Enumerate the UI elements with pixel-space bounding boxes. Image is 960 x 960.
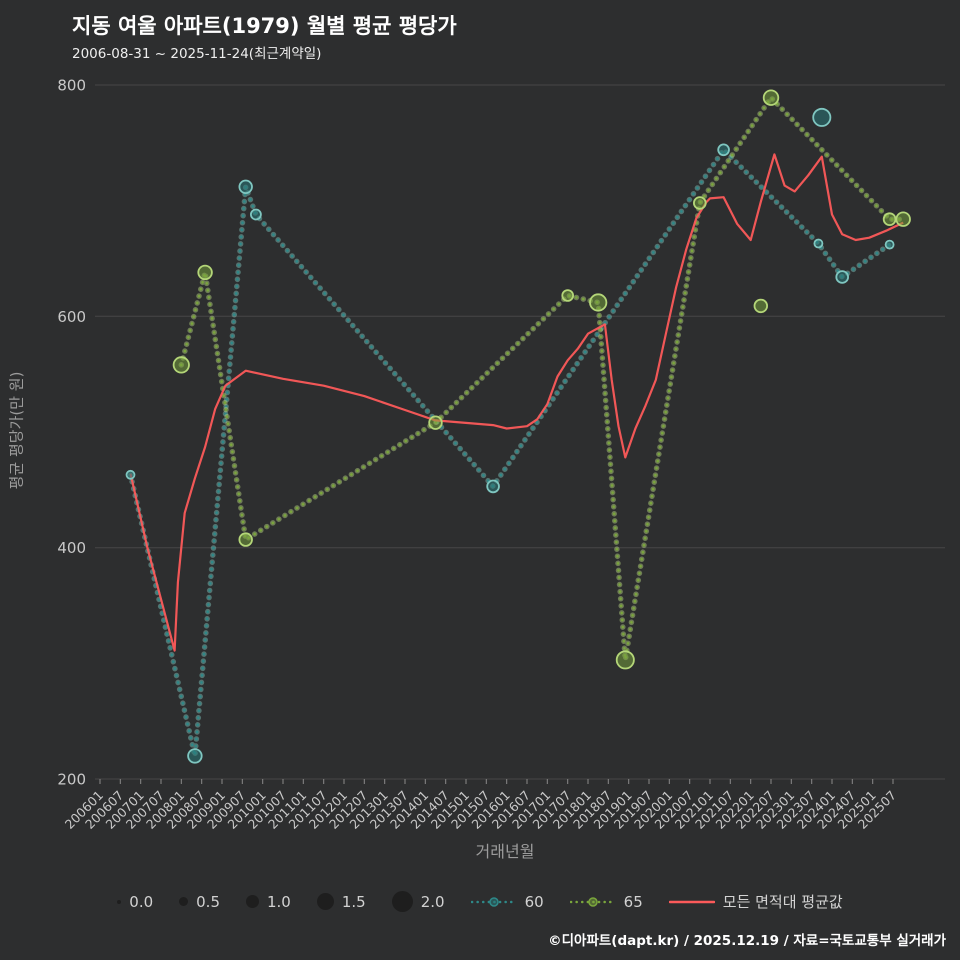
legend-size-1: 0.5 <box>179 893 220 911</box>
legend-size-0: 0.0 <box>117 893 153 911</box>
series-label: 65 <box>623 892 643 911</box>
legend-size-4: 2.0 <box>391 891 445 912</box>
legend-size-2: 1.0 <box>246 893 291 911</box>
data-point-65[interactable] <box>895 211 911 227</box>
size-dot-icon <box>117 899 122 904</box>
data-point-65[interactable] <box>238 532 253 547</box>
solid-line-icon <box>668 900 715 903</box>
legend-size-3: 1.5 <box>316 892 366 911</box>
y-tick-label: 200 <box>57 771 86 789</box>
data-point-65[interactable] <box>172 356 190 374</box>
size-label: 2.0 <box>420 892 445 911</box>
data-point-65[interactable] <box>882 212 897 227</box>
data-point-60[interactable] <box>125 469 136 480</box>
y-tick-label: 400 <box>57 539 86 557</box>
size-label: 1.0 <box>267 892 291 911</box>
data-point-65[interactable] <box>197 264 213 281</box>
size-label: 0.0 <box>129 892 154 911</box>
series-line-65-halo <box>178 93 906 661</box>
y-tick-label: 800 <box>57 77 86 95</box>
data-point-60[interactable] <box>813 238 824 249</box>
data-point-65[interactable] <box>615 650 635 670</box>
data-point-60[interactable] <box>249 208 262 221</box>
size-dot-icon <box>246 895 259 908</box>
data-point-65[interactable] <box>589 293 608 312</box>
series-label: 모든 면적대 평균값 <box>722 893 843 911</box>
y-tick-label: 600 <box>57 308 86 326</box>
x-axis-title: 거래년월 <box>475 842 535 861</box>
data-point-60[interactable] <box>238 179 253 195</box>
series-line-average <box>129 153 904 652</box>
data-point-60[interactable] <box>187 748 203 764</box>
size-dot-icon <box>316 893 334 910</box>
data-point-65[interactable] <box>692 196 707 210</box>
data-point-60[interactable] <box>835 270 849 284</box>
data-point-65[interactable] <box>428 415 443 430</box>
series-line-60-halo <box>127 145 893 757</box>
data-point-60[interactable] <box>717 143 730 157</box>
data-point-65[interactable] <box>762 89 780 106</box>
chart-subtitle: 2006-08-31 ~ 2025-11-24(최근계약일) <box>72 46 322 62</box>
data-point-65[interactable] <box>753 298 769 314</box>
size-label: 1.5 <box>341 892 366 911</box>
series-label: 60 <box>524 892 544 911</box>
data-point-65[interactable] <box>561 289 574 302</box>
attribution: ©디아파트(dapt.kr) / 2025.12.19 / 자료=국토교통부 실… <box>548 933 946 949</box>
chart-title: 지동 여울 아파트(1979) 월별 평균 평당가 <box>72 14 457 38</box>
data-point-60[interactable] <box>812 107 832 127</box>
series-line-65 <box>180 95 905 661</box>
legend-series-60[interactable]: 60 <box>470 892 544 911</box>
dotted-line-icon <box>470 896 517 907</box>
legend-series-65[interactable]: 65 <box>569 892 643 911</box>
size-dot-icon <box>391 891 413 912</box>
legend-series-average[interactable]: 모든 면적대 평균값 <box>668 891 843 912</box>
plot-area: 2004006008002006012006072007012007072008… <box>57 77 945 832</box>
dotted-line-icon <box>569 896 616 907</box>
size-label: 0.5 <box>196 892 220 911</box>
data-point-60[interactable] <box>486 479 500 494</box>
chart-legend: 0.0 0.5 1.0 1.5 2.0 60 <box>0 891 960 912</box>
size-dot-icon <box>179 897 189 906</box>
data-point-60[interactable] <box>884 239 895 250</box>
series-line-60 <box>129 147 891 757</box>
